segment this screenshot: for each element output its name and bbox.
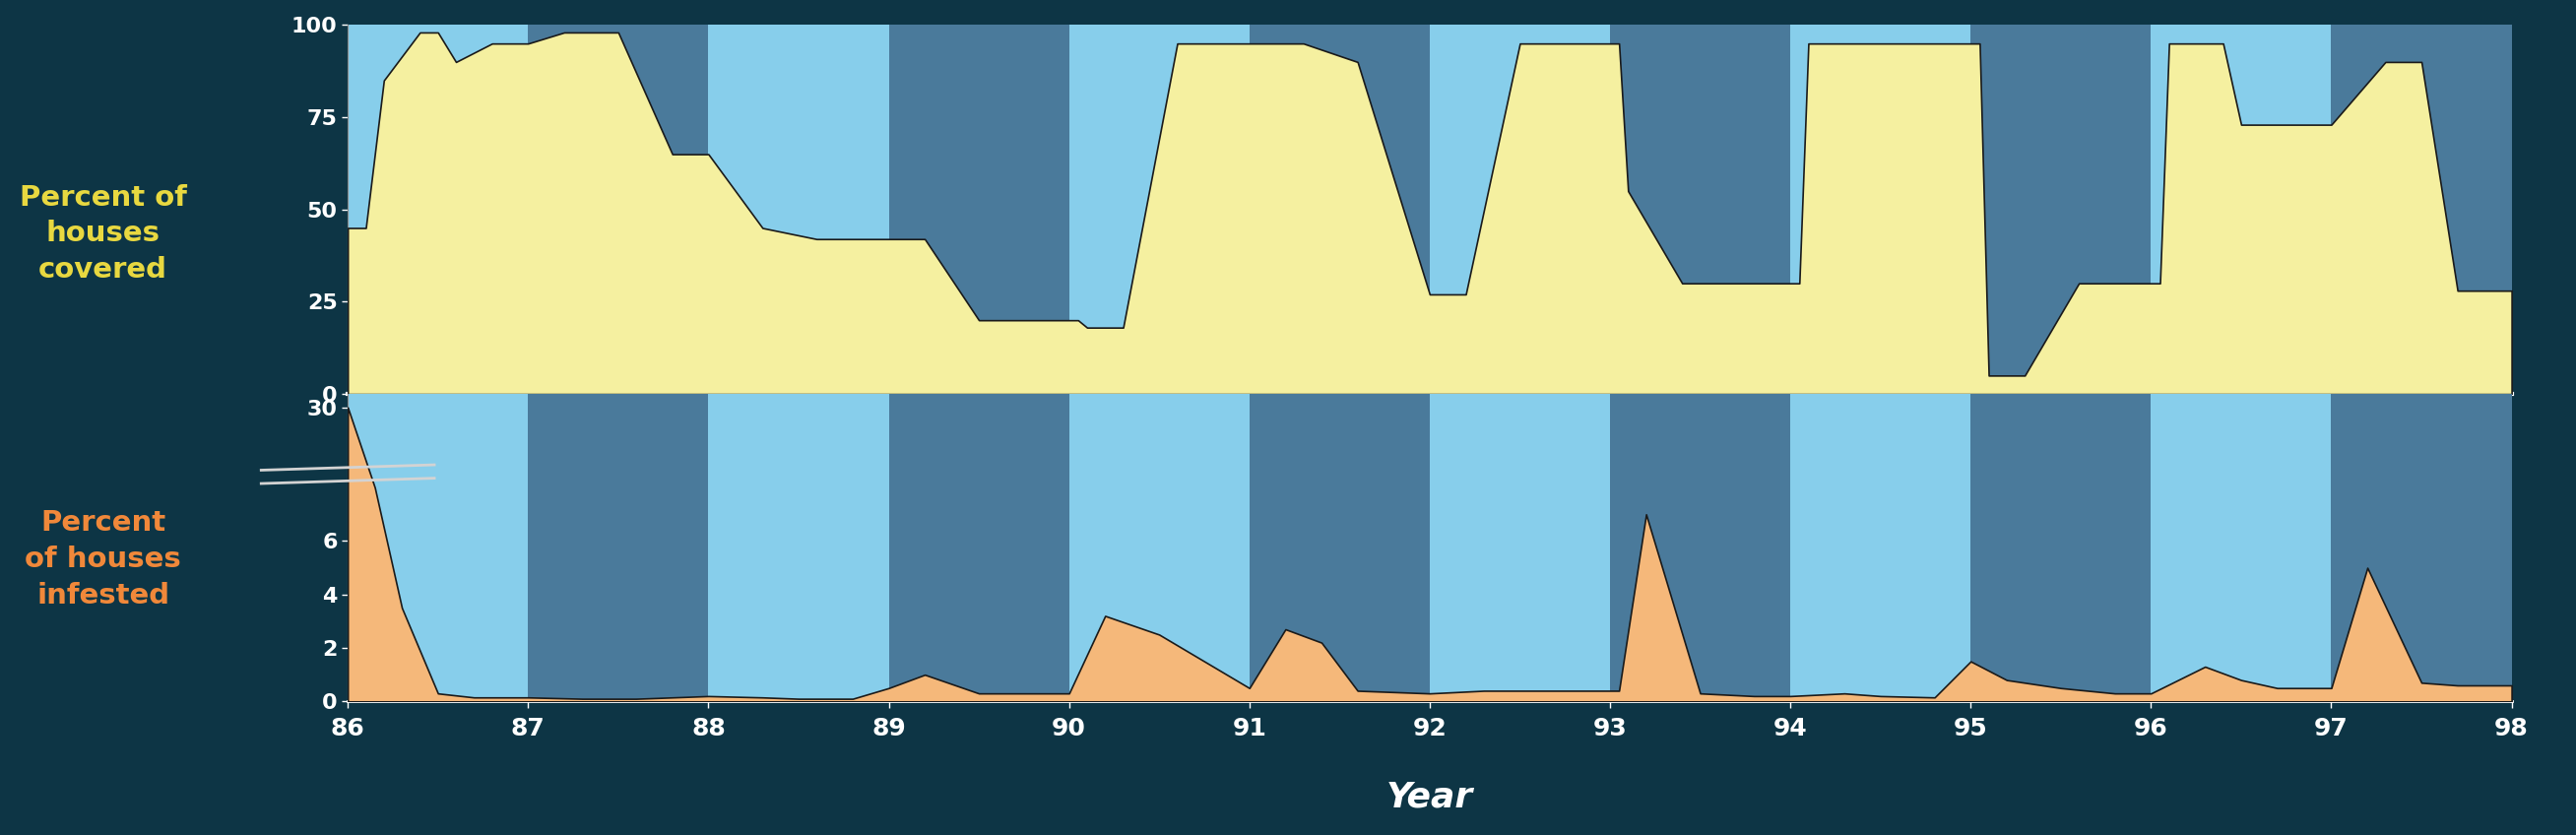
Bar: [1249, 394, 1430, 701]
Bar: [2151, 25, 2331, 394]
Bar: [528, 394, 708, 701]
Bar: [2331, 25, 2512, 394]
Bar: [1069, 394, 1249, 701]
Bar: [1610, 394, 1790, 701]
Bar: [348, 25, 528, 394]
Text: Percent of
houses
covered: Percent of houses covered: [21, 184, 185, 284]
Bar: [1430, 394, 1610, 701]
Bar: [1790, 25, 1971, 394]
Bar: [1790, 394, 1971, 701]
Bar: [708, 25, 889, 394]
Bar: [1069, 25, 1249, 394]
Bar: [2151, 394, 2331, 701]
Bar: [1249, 25, 1430, 394]
Bar: [889, 394, 1069, 701]
Text: Percent
of houses
infested: Percent of houses infested: [26, 509, 180, 610]
Bar: [708, 394, 889, 701]
Bar: [1430, 25, 1610, 394]
Bar: [2331, 394, 2512, 701]
Bar: [1971, 394, 2151, 701]
Bar: [1971, 25, 2151, 394]
Bar: [889, 25, 1069, 394]
Text: Year: Year: [1386, 781, 1473, 814]
Bar: [528, 25, 708, 394]
Bar: [1610, 25, 1790, 394]
Bar: [348, 394, 528, 701]
